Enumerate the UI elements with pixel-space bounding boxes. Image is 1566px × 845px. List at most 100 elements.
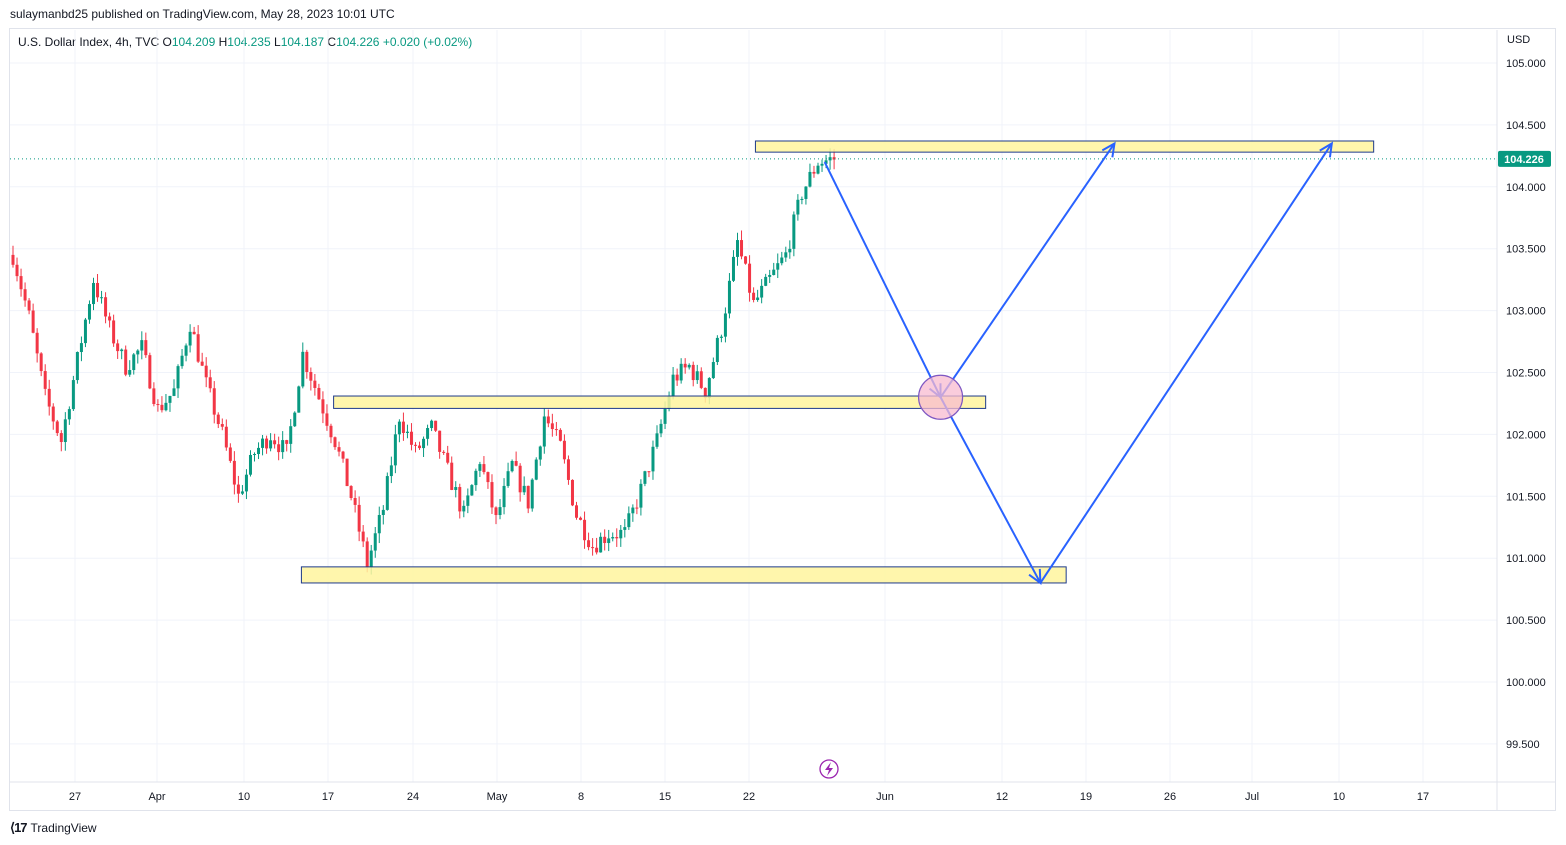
candle-body <box>687 364 691 368</box>
candle-body <box>804 186 808 199</box>
y-tick-label: 103.000 <box>1506 306 1546 318</box>
candle-body <box>418 445 422 449</box>
candle-body <box>261 438 265 448</box>
candle-body <box>719 336 723 338</box>
candle-body <box>253 454 256 456</box>
candle-body <box>59 433 63 443</box>
candle-body <box>458 487 462 512</box>
y-tick-label: 99.500 <box>1506 739 1540 751</box>
projection-arrows <box>823 141 1334 585</box>
candle-body <box>506 471 510 486</box>
candle-body <box>611 537 615 539</box>
candle-body <box>172 388 176 396</box>
last-price-value: 104.226 <box>1504 154 1544 166</box>
x-tick-label: 19 <box>1080 791 1092 803</box>
candle-body <box>510 460 514 472</box>
candle-body <box>281 440 285 453</box>
candle-body <box>583 519 587 541</box>
candle-body <box>212 388 216 415</box>
candle-body <box>723 313 727 337</box>
candle-body <box>703 387 707 398</box>
candle-body <box>538 446 542 460</box>
x-tick-label: 15 <box>659 791 671 803</box>
candle-body <box>715 337 719 363</box>
candle-body <box>566 459 570 480</box>
x-tick-label: Jul <box>1245 791 1259 803</box>
arrow-head <box>1101 141 1116 158</box>
candle-body <box>772 269 776 275</box>
candle-body <box>341 451 345 459</box>
candle-body <box>236 484 240 494</box>
candles <box>11 148 836 575</box>
candle-body <box>96 282 100 298</box>
candle-body <box>631 507 635 514</box>
candle-body <box>820 163 824 166</box>
flash-icon[interactable] <box>819 759 839 779</box>
candle-body <box>534 459 538 480</box>
zones <box>300 140 1375 584</box>
candle-body <box>502 485 506 508</box>
candle-body <box>75 352 79 381</box>
candle-body <box>176 366 180 389</box>
candle-body <box>683 363 687 368</box>
candle-body <box>748 263 752 293</box>
candle-body <box>663 408 667 424</box>
candle-body <box>144 340 148 356</box>
target-circle <box>917 374 964 420</box>
candle-body <box>731 256 735 281</box>
candle-body <box>164 402 168 411</box>
candle-body <box>651 446 655 472</box>
candle-body <box>675 374 679 381</box>
candle-body <box>92 282 95 305</box>
candle-body <box>542 416 546 447</box>
tradingview-logo-icon: ⟨17 <box>10 820 28 835</box>
candle-body <box>422 438 426 449</box>
candle-body <box>313 380 317 388</box>
x-tick-label: Jun <box>876 791 894 803</box>
candle-body <box>659 423 663 434</box>
candle-body <box>373 533 377 551</box>
candle-body <box>579 517 583 520</box>
candle-body <box>152 388 156 405</box>
candle-body <box>736 240 739 257</box>
y-tick-label: 103.500 <box>1506 244 1546 256</box>
candle-body <box>381 509 385 515</box>
candle-body <box>679 363 683 381</box>
y-tick-label: 102.500 <box>1506 368 1546 380</box>
candle-body <box>764 276 768 286</box>
currency-label: USD <box>1507 34 1531 46</box>
candle-body <box>71 380 75 410</box>
candle-body <box>615 537 619 539</box>
low-label: L <box>274 35 281 49</box>
candle-body <box>240 491 244 494</box>
candle-body <box>530 479 534 509</box>
candle-body <box>55 421 59 434</box>
candle-body <box>603 536 607 544</box>
y-tick-label: 104.000 <box>1506 182 1546 194</box>
candle-body <box>699 371 703 388</box>
candle-body <box>124 349 128 375</box>
candle-body <box>269 440 273 449</box>
candle-body <box>393 434 397 466</box>
candle-body <box>776 263 780 270</box>
projection-line <box>939 396 1042 584</box>
candle-body <box>635 507 639 509</box>
projection-line <box>1039 142 1333 584</box>
candle-body <box>760 285 764 298</box>
candle-body <box>768 274 772 277</box>
candle-body <box>486 472 490 483</box>
candle-body <box>466 495 470 506</box>
candle-body <box>599 536 603 553</box>
candle-body <box>546 416 550 424</box>
candle-body <box>15 264 19 277</box>
candle-body <box>248 454 252 475</box>
candle-body <box>740 240 744 257</box>
candle-body <box>148 355 152 389</box>
chart-frame[interactable] <box>9 28 1556 811</box>
footer: ⟨17 TradingView <box>10 820 97 836</box>
candle-body <box>409 431 413 445</box>
x-tick-label: 17 <box>1417 791 1429 803</box>
arrow-head <box>1319 141 1334 158</box>
candle-body <box>655 433 659 447</box>
